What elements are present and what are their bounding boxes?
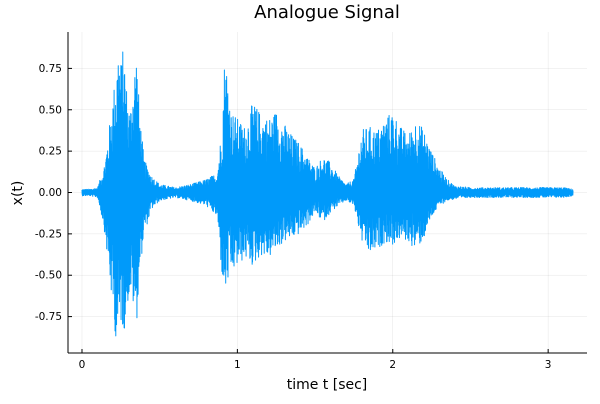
y-axis-label: x(t) <box>10 181 26 206</box>
y-tick-label-3: 0.00 <box>39 187 62 199</box>
x-tick-label-1: 1 <box>234 359 241 371</box>
x-tick-label-3: 3 <box>545 359 552 371</box>
x-tick-label-0: 0 <box>79 359 86 371</box>
x-axis-label: time t [sec] <box>287 377 368 393</box>
y-tick-label-0: 0.75 <box>39 63 62 75</box>
y-tick-label-6: -0.75 <box>35 311 62 323</box>
axes-layer: 0 1 2 3 0.75 0.50 0.25 0.00 -0.25 -0.50 -0.75 <box>35 32 587 371</box>
y-tick-label-4: -0.25 <box>35 228 62 240</box>
y-tick-label-5: -0.50 <box>35 270 62 282</box>
signal-line <box>81 51 574 337</box>
grid-layer <box>68 32 587 353</box>
series-layer <box>81 51 574 337</box>
y-tick-label-2: 0.25 <box>39 146 62 158</box>
x-tick-label-2: 2 <box>389 359 396 371</box>
chart-title: Analogue Signal <box>254 2 400 23</box>
y-tick-label-1: 0.50 <box>39 104 62 116</box>
